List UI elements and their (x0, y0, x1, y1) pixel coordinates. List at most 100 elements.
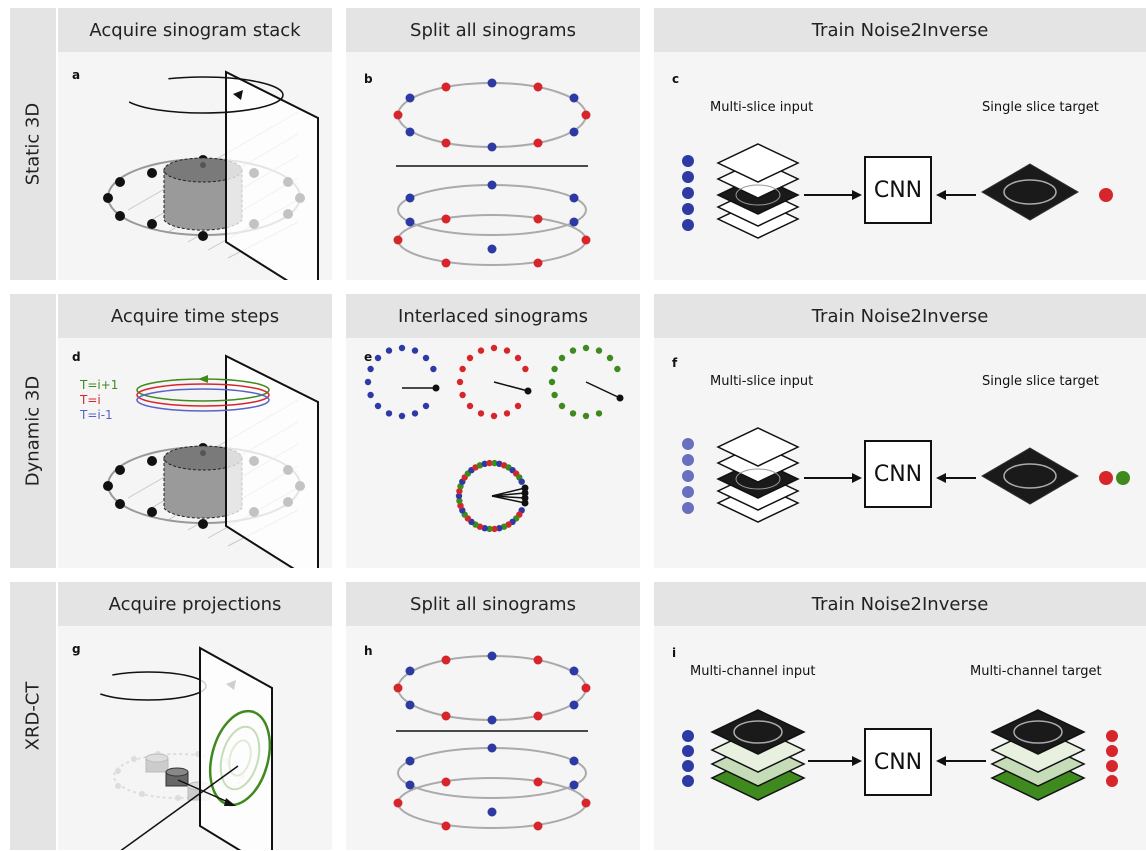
projection-angle-line (491, 495, 526, 504)
red-sinogram-dot (477, 347, 485, 354)
interlaced-sinogram-dot (486, 459, 493, 467)
interlaced-sinogram-dot (491, 525, 498, 533)
green-sinogram-dot (595, 410, 603, 417)
red-sinogram-dot (503, 347, 511, 354)
green-sinogram-dot (595, 347, 603, 354)
train-multi-channel-diagram (682, 709, 1118, 801)
red-sinogram-dot (490, 412, 498, 420)
panel-title: Split all sinograms (346, 582, 640, 626)
projection-angle-line (491, 487, 526, 497)
legend-prev: T=i-1 (80, 408, 113, 422)
input-caption: Multi-slice input (710, 100, 814, 115)
panel-d: Acquire time steps d T=i+1 T=i T=i-1 (58, 294, 332, 568)
panel-b: Split all sinograms b (346, 8, 640, 280)
target-caption: Single slice target (982, 100, 1099, 115)
acquisition-geometry-diagram (103, 70, 319, 280)
interlaced-sinogram-dot (481, 525, 488, 532)
interlaced-sinograms-diagram (364, 344, 624, 533)
blue-sinogram-dot (374, 402, 382, 410)
panel-title: Train Noise2Inverse (654, 8, 1146, 52)
red-sinogram-dot (466, 402, 474, 410)
red-sinogram-dot (514, 402, 522, 410)
projection-angle-line (491, 492, 526, 497)
red-sinogram-dot (503, 410, 511, 417)
panel-title: Acquire projections (58, 582, 332, 626)
interlaced-sinogram-dot (456, 497, 463, 505)
blue-sinogram-dot (385, 347, 393, 354)
train-dynamic-diagram (682, 427, 1130, 523)
panel-a: Acquire sinogram stack a (58, 8, 332, 280)
interlaced-sinogram-dot (496, 525, 503, 532)
panel-title: Train Noise2Inverse (654, 582, 1146, 626)
panel-letter: b (364, 72, 373, 86)
blue-sinogram-dot (411, 410, 419, 417)
train-multi-slice-diagram (682, 143, 1113, 239)
green-sinogram-dot (582, 344, 590, 352)
current-angle-dot (521, 484, 529, 492)
panel-title: Split all sinograms (346, 8, 640, 52)
input-caption: Multi-slice input (710, 374, 814, 389)
panel-e: Interlaced sinograms e (346, 294, 640, 568)
interlaced-sinogram-dot (456, 487, 463, 495)
red-sinogram-dot (522, 365, 529, 373)
green-sinogram-dot (614, 365, 621, 373)
blue-sinogram-dot (367, 391, 374, 399)
blue-sinogram-dot (374, 354, 382, 362)
green-sinogram-dot (569, 410, 577, 417)
interlaced-sinogram-dot (457, 502, 464, 509)
time-steps-geometry-diagram (103, 354, 319, 568)
red-sinogram-dot (514, 354, 522, 362)
current-angle-dot (521, 489, 529, 497)
current-angle-dot (521, 494, 529, 502)
red-sinogram-dot (459, 391, 466, 399)
interlaced-sinogram-dot (518, 478, 525, 485)
input-caption: Multi-channel input (690, 664, 816, 679)
row-label-xrd-ct: XRD-CT (10, 582, 56, 850)
interlaced-sinogram-dot (486, 525, 493, 533)
red-sinogram-dot (459, 365, 466, 373)
red-sinogram-dot (490, 344, 498, 352)
panel-letter: f (672, 356, 678, 370)
blue-sinogram-dot (411, 347, 419, 354)
panel-letter: c (672, 72, 680, 86)
blue-sinogram-dot (422, 354, 430, 362)
split-sinograms-xrd-diagram (393, 651, 591, 831)
panel-title: Acquire time steps (58, 294, 332, 338)
blue-sinogram-dot (430, 365, 437, 373)
projection-angle-line (585, 381, 621, 399)
blue-sinogram-dot (385, 410, 393, 417)
target-caption: Single slice target (982, 374, 1099, 389)
red-sinogram-dot (466, 354, 474, 362)
blue-sinogram-dot (364, 378, 372, 386)
interlaced-sinogram-dot (496, 460, 503, 467)
interlaced-sinogram-dot (455, 492, 463, 500)
green-sinogram-dot (582, 412, 590, 420)
panel-f: Train Noise2Inverse f Multi-slice input … (654, 294, 1146, 568)
green-sinogram-dot (558, 402, 566, 410)
panel-letter: a (72, 68, 81, 82)
blue-sinogram-dot (367, 365, 374, 373)
blue-sinogram-dot (398, 344, 406, 352)
green-sinogram-dot (569, 347, 577, 354)
panel-c: Train Noise2Inverse c Multi-slice input … (654, 8, 1146, 280)
legend-now: T=i (80, 393, 101, 407)
panel-letter: g (72, 642, 81, 656)
blue-sinogram-dot (398, 412, 406, 420)
current-angle-dot (616, 394, 624, 402)
red-sinogram-dot (456, 378, 464, 386)
split-sinograms-diagram (393, 78, 591, 268)
current-angle-dot (432, 384, 440, 392)
cnn-box: CNN (864, 728, 932, 796)
xrd-acquisition-diagram (89, 646, 273, 850)
blue-sinogram-dot (422, 402, 430, 410)
red-sinogram-dot (477, 410, 485, 417)
current-angle-dot (521, 499, 529, 507)
green-sinogram-dot (606, 354, 614, 362)
target-caption: Multi-channel target (970, 664, 1102, 679)
interlaced-sinogram-dot (476, 462, 484, 469)
row-label-text: XRD-CT (22, 681, 44, 751)
panel-i: Train Noise2Inverse i Multi-channel inpu… (654, 582, 1146, 850)
cnn-box: CNN (864, 156, 932, 224)
row-label-text: Static 3D (22, 102, 44, 186)
panel-title: Acquire sinogram stack (58, 8, 332, 52)
